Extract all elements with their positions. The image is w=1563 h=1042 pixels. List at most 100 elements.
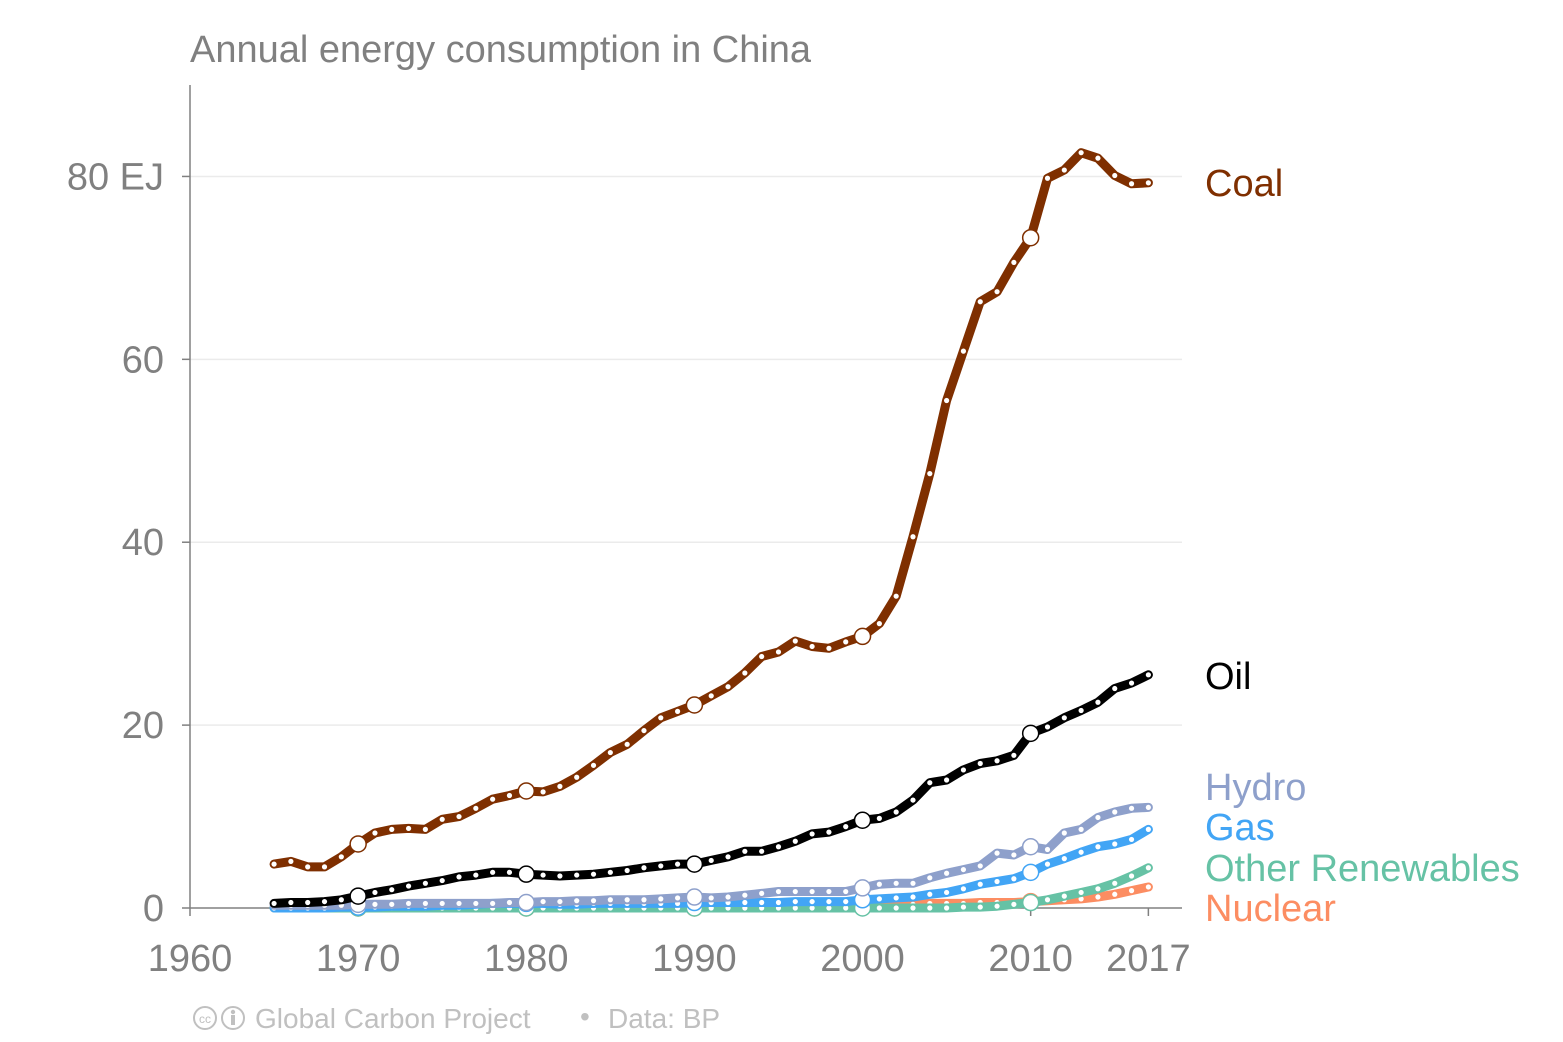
data-point xyxy=(1112,172,1118,179)
data-point xyxy=(540,898,546,905)
data-point xyxy=(1078,150,1084,156)
data-point xyxy=(725,684,731,690)
data-point xyxy=(792,905,798,911)
data-point xyxy=(960,767,967,773)
x-tick-label: 1970 xyxy=(316,938,401,980)
data-point xyxy=(490,796,496,802)
data-point xyxy=(557,783,563,789)
series-line xyxy=(269,148,1153,872)
footer: cc Global Carbon Project • Data: BP xyxy=(193,1001,720,1034)
chart-title: Annual energy consumption in China xyxy=(190,29,812,71)
data-point xyxy=(405,900,412,907)
data-point xyxy=(977,904,983,910)
data-point xyxy=(708,693,714,699)
data-point xyxy=(960,886,967,892)
data-point xyxy=(708,895,714,901)
data-point xyxy=(876,815,882,821)
data-point xyxy=(456,900,462,907)
data-point xyxy=(775,649,782,655)
data-point xyxy=(910,880,916,886)
data-point xyxy=(893,905,899,911)
data-point xyxy=(775,899,782,906)
highlight-point xyxy=(685,696,704,714)
data-point xyxy=(1112,685,1118,692)
data-point xyxy=(809,831,815,837)
data-point xyxy=(490,869,496,875)
data-point xyxy=(910,905,916,911)
series-oil xyxy=(269,670,1153,908)
data-point xyxy=(1011,259,1017,266)
highlight-point xyxy=(517,865,536,883)
data-point xyxy=(288,899,294,906)
data-point xyxy=(1061,830,1067,836)
data-point xyxy=(843,639,849,645)
data-point xyxy=(1095,155,1101,161)
data-point xyxy=(456,874,462,880)
y-tick-label: 0 xyxy=(143,888,164,930)
data-point xyxy=(607,897,613,903)
data-point xyxy=(759,890,765,896)
data-point xyxy=(405,825,412,832)
data-point xyxy=(1112,809,1118,815)
data-point xyxy=(271,861,277,867)
data-point xyxy=(876,621,882,627)
data-point xyxy=(1095,886,1101,892)
data-point xyxy=(674,861,681,867)
data-point xyxy=(624,741,630,747)
data-point xyxy=(422,900,428,907)
data-point xyxy=(338,854,344,860)
x-tick-label: 2017 xyxy=(1106,938,1191,980)
data-point xyxy=(944,870,950,876)
data-point xyxy=(708,857,714,864)
data-point xyxy=(809,898,815,905)
data-point xyxy=(792,898,798,905)
data-point xyxy=(725,854,731,860)
data-point xyxy=(305,899,311,906)
highlight-point xyxy=(349,887,367,905)
data-point xyxy=(321,898,328,905)
data-point xyxy=(876,881,882,887)
data-point xyxy=(574,898,580,904)
data-point xyxy=(1044,724,1051,730)
data-point xyxy=(759,848,765,854)
data-point xyxy=(674,895,681,901)
data-point xyxy=(1044,861,1051,867)
data-point xyxy=(1095,894,1101,900)
data-point xyxy=(1095,844,1101,850)
x-tick-label: 2010 xyxy=(988,938,1073,980)
data-point xyxy=(1044,175,1051,181)
data-point xyxy=(927,875,933,881)
highlight-point xyxy=(1021,837,1040,856)
data-point xyxy=(893,809,899,815)
data-point xyxy=(893,593,899,599)
series-label-hydro: Hydro xyxy=(1205,767,1306,809)
x-tick-label: 2000 xyxy=(820,938,905,980)
axes xyxy=(189,85,1182,909)
data-point xyxy=(1061,856,1067,862)
y-tick-label: 40 xyxy=(122,522,164,564)
series-lines xyxy=(269,148,1153,917)
y-tick-label: 60 xyxy=(122,339,164,381)
data-point xyxy=(1078,826,1084,832)
data-point xyxy=(674,708,681,714)
highlight-point xyxy=(349,835,367,853)
highlight-point xyxy=(1021,228,1040,247)
data-point xyxy=(506,899,513,906)
data-point xyxy=(843,905,849,911)
data-point xyxy=(893,895,899,901)
x-tick-label: 1990 xyxy=(652,938,737,980)
data-point xyxy=(1061,715,1067,721)
data-point xyxy=(405,883,412,889)
highlight-point xyxy=(685,855,704,873)
data-point xyxy=(843,824,849,830)
series-label-gas: Gas xyxy=(1205,807,1275,849)
data-point xyxy=(1061,893,1067,899)
data-point xyxy=(574,774,580,780)
highlight-point xyxy=(853,879,872,897)
data-point xyxy=(742,899,748,906)
data-point xyxy=(809,643,815,650)
data-point xyxy=(540,872,546,878)
data-point xyxy=(590,762,597,768)
data-point xyxy=(910,534,916,540)
gridlines xyxy=(190,175,1182,726)
